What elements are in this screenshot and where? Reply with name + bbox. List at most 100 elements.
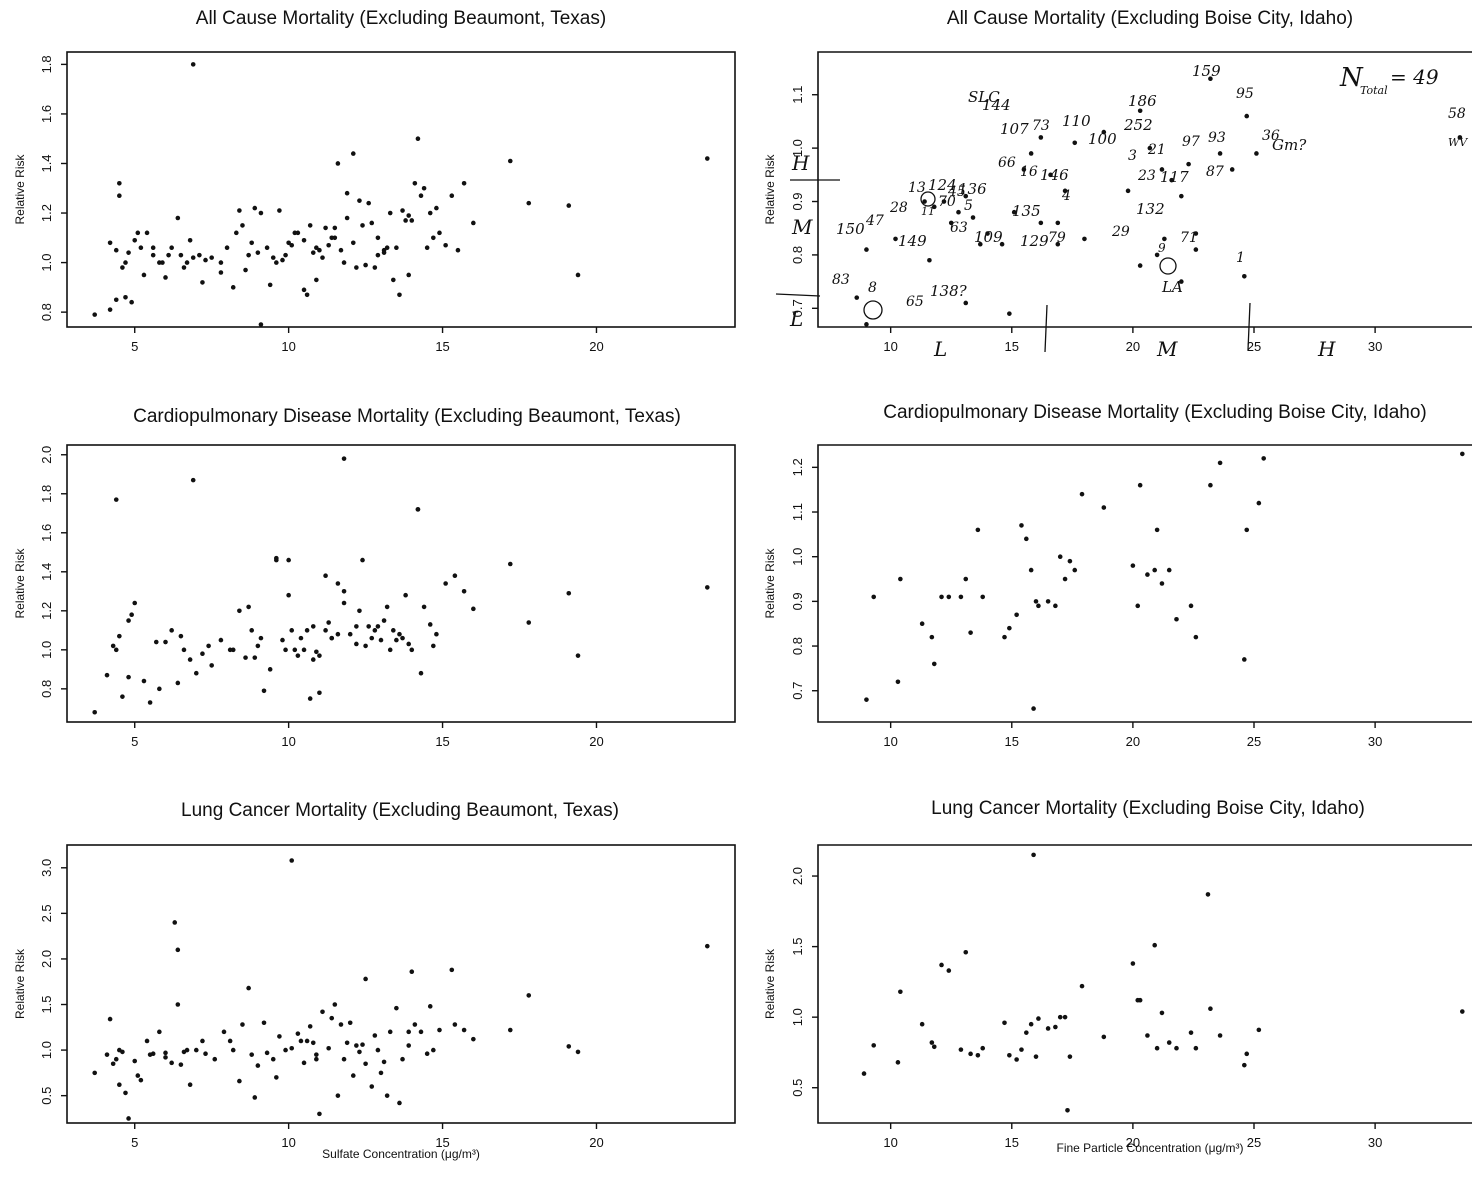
data-point <box>1154 252 1160 258</box>
data-point <box>234 230 239 236</box>
x-tick-label: 10 <box>883 339 897 354</box>
x-tick-label: 5 <box>131 734 138 749</box>
data-point <box>452 573 458 578</box>
data-point <box>704 585 710 590</box>
data-point <box>980 594 986 600</box>
data-point <box>963 193 969 199</box>
data-point <box>332 225 338 231</box>
point-id-label: 132 <box>1136 200 1165 218</box>
data-point <box>431 643 436 649</box>
level-low-y: L <box>789 307 803 331</box>
data-point <box>948 220 954 226</box>
data-point <box>431 235 436 241</box>
n-total-value: = 49 <box>1390 65 1439 89</box>
data-point <box>507 158 513 164</box>
data-point <box>403 218 408 223</box>
data-point <box>1101 1034 1107 1040</box>
data-point <box>381 1059 387 1065</box>
data-point <box>200 280 205 285</box>
data-point <box>113 247 119 253</box>
data-point <box>249 240 255 246</box>
data-point <box>230 1047 236 1053</box>
data-point <box>264 245 270 251</box>
x-tick-label: 20 <box>589 1135 603 1150</box>
data-point <box>575 653 581 658</box>
data-point <box>1130 961 1136 966</box>
data-point <box>1159 1010 1165 1016</box>
data-point <box>963 576 969 582</box>
data-point <box>341 1056 347 1062</box>
data-point <box>1169 177 1174 183</box>
data-point <box>252 205 258 211</box>
data-point <box>357 198 362 203</box>
data-point <box>384 604 390 610</box>
data-point <box>117 633 122 639</box>
data-point <box>1166 1040 1172 1045</box>
data-point <box>163 1050 168 1056</box>
x-tick-label: 15 <box>1005 734 1019 749</box>
data-point <box>427 1004 433 1009</box>
data-point <box>864 322 869 327</box>
point-id-label: 100 <box>1088 130 1117 148</box>
data-point <box>258 210 264 216</box>
data-point <box>110 1061 116 1067</box>
data-point <box>970 215 976 220</box>
x-axis-label: Fine Particle Concentration (μg/m³) <box>1057 1141 1244 1155</box>
data-point <box>1067 1054 1073 1059</box>
y-axis-label: Relative Risk <box>13 948 27 1019</box>
level-low-x: L <box>933 337 947 361</box>
point-id-label: 16 <box>1020 164 1038 180</box>
point-id-label: 136 <box>958 180 987 198</box>
data-point <box>181 265 187 270</box>
data-point <box>187 1082 193 1088</box>
data-point <box>243 655 248 660</box>
data-point <box>218 637 224 643</box>
data-point <box>160 260 165 265</box>
y-tick-label: 1.6 <box>39 524 54 542</box>
y-tick-label: 2.5 <box>39 904 54 922</box>
point-id-label: 150 <box>836 220 865 238</box>
y-axis-label: Relative Risk <box>13 153 27 224</box>
data-point <box>1130 563 1136 568</box>
x-tick-label: 20 <box>1126 1135 1140 1150</box>
data-point <box>1166 567 1172 573</box>
data-point <box>323 573 328 578</box>
n-total-label: N <box>1339 63 1364 93</box>
data-point <box>1028 151 1034 156</box>
panel-title: Cardiopulmonary Disease Mortality (Exclu… <box>133 406 681 427</box>
data-point <box>1024 1030 1029 1035</box>
y-axis-label: Relative Risk <box>763 948 777 1019</box>
data-point <box>252 1095 258 1100</box>
data-point <box>394 245 399 251</box>
data-point <box>230 647 236 653</box>
data-point <box>227 1038 233 1044</box>
data-point <box>178 633 184 639</box>
data-point <box>1145 572 1150 577</box>
data-point <box>1019 523 1024 528</box>
data-point <box>507 561 513 567</box>
data-point <box>135 230 141 236</box>
data-point <box>267 667 273 672</box>
data-point <box>110 643 116 649</box>
data-point <box>166 252 171 258</box>
data-point <box>350 240 356 246</box>
data-point <box>113 1056 119 1062</box>
data-point <box>323 628 328 633</box>
data-point <box>209 255 214 260</box>
data-point <box>406 641 411 647</box>
data-point <box>861 1071 867 1076</box>
data-point <box>381 618 387 623</box>
data-point <box>193 670 199 676</box>
data-point <box>427 210 433 216</box>
point-id-label: 135 <box>1012 202 1041 220</box>
data-point <box>854 295 860 300</box>
data-point <box>310 657 316 662</box>
data-point <box>126 250 131 255</box>
data-point <box>317 690 322 696</box>
data-point <box>270 255 276 260</box>
point-id-label: 3 <box>1128 148 1137 164</box>
data-point <box>1208 482 1213 488</box>
data-point <box>360 557 365 563</box>
data-point <box>354 1043 359 1048</box>
